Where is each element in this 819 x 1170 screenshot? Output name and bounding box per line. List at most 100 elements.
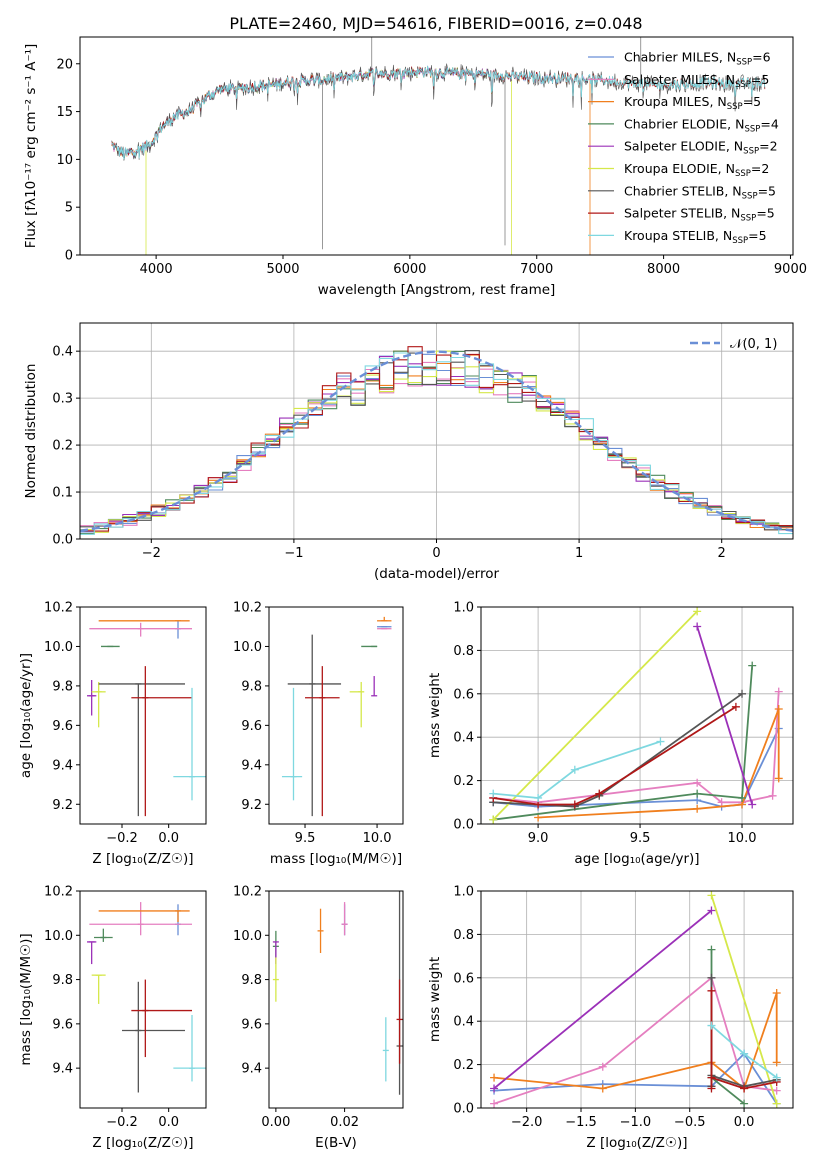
y-tick-label: 10.2 [233,601,262,616]
y-tick-label: 10.2 [44,885,73,900]
y-tick-label: 0.2 [52,439,73,454]
error-point [281,687,303,801]
plot-area [80,346,793,535]
age-vs-metallicity-panel: −0.2 0.0 9.2 9.4 9.6 9.8 10.0 10.2 Z [log₁₀(Z/Z☉… [18,601,207,867]
x-tick-label: −1.5 [565,1115,597,1130]
x-tick-label: 2 [718,546,726,561]
massweight-marker [748,800,757,809]
x-tick-label: −1 [284,546,303,561]
x-tick-label: 0.02 [330,1115,359,1130]
massweight-marker [693,789,702,798]
massweight-marker [774,687,783,696]
x-tick-label: −2 [142,546,161,561]
x-axis-label: E(B-V) [315,1135,357,1151]
error-point [94,928,113,942]
legend-entry: 𝒩(0, 1) [730,337,777,352]
histogram [80,349,793,531]
plot-area [87,902,206,1093]
y-tick-label: 0.4 [52,345,73,360]
y-tick-label: 0.2 [453,774,474,789]
error-point [122,981,185,1093]
y-tick-label: 0.2 [453,1058,474,1073]
y-axis-label: mass weight [427,673,443,758]
x-tick-label: 4000 [140,262,173,277]
plot-area [272,891,403,1095]
y-tick-label: 0.6 [453,687,474,702]
legend-entry: Chabrier MILES, NSSP=6 [624,50,771,68]
spectrum-series [111,67,512,160]
mass-vs-ebv-panel: 0.00 0.02 9.4 9.6 9.8 10.0 10.2 E(B-V) [233,885,404,1151]
y-tick-label: 10.0 [233,640,262,655]
y-tick-label: 10.0 [233,929,262,944]
legend-entry: Chabrier ELODIE, NSSP=4 [624,116,779,134]
massweight-marker [707,1073,716,1082]
spectrum-series [111,65,512,158]
massweight-marker [772,1058,781,1067]
error-point [89,902,192,936]
x-axis-label: wavelength [Angstrom, rest frame] [318,282,556,298]
x-tick-label: 9.0 [528,831,549,846]
error-point [173,687,206,801]
x-tick-label: 0.0 [158,1115,179,1130]
error-point [173,1015,206,1082]
legend: Chabrier MILES, NSSP=6 Salpeter MILES, NS… [588,50,779,246]
massweight-marker [598,1062,607,1071]
plot-area [490,891,781,1108]
histogram [80,352,793,535]
massweight-marker [768,791,777,800]
error-point [91,681,106,728]
axes-frame [79,36,794,256]
massweight-vs-age-panel: 9.0 9.5 10.0 0.0 0.2 0.4 0.6 0.8 1.0 age [log₁₀(a… [427,601,794,867]
massweight-marker [490,1073,499,1082]
massweight-marker [489,815,498,824]
x-tick-label: −2.0 [511,1115,543,1130]
x-tick-label: 0.0 [734,1115,755,1130]
gaussian-curve [80,350,793,532]
massweight-marker [693,607,702,616]
x-tick-label: 0 [432,546,440,561]
y-tick-label: 0.4 [453,731,474,746]
y-tick-label: 9.6 [52,719,73,734]
y-tick-label: 10.0 [44,640,73,655]
axes-frame [480,890,794,1109]
y-axis-label: mass [log₁₀(M/M☉)] [18,933,34,1065]
massweight-marker [717,798,726,807]
legend-entry: Chabrier STELIB, NSSP=5 [624,183,776,201]
massweight-marker [707,891,716,900]
massweight-vs-metallicity-panel: −2.0 −1.5 −1.0 −0.5 0.0 0.0 0.2 0.4 0.6 0.8 1.0 Z [… [427,885,794,1151]
massweight-line [493,992,778,1091]
massweight-line [493,728,780,808]
error-point [91,974,106,1004]
x-tick-label: 9.5 [295,831,316,846]
massweight-marker [738,793,747,802]
x-tick-label: 9.5 [630,831,651,846]
massweight-line [493,665,754,821]
x-tick-label: 8000 [647,262,680,277]
error-point [377,616,392,622]
y-tick-label: 0.3 [52,392,73,407]
x-tick-label: 5000 [266,262,299,277]
x-axis-label: mass [log₁₀(M/M☉)] [270,851,402,867]
y-tick-label: 9.6 [241,1017,262,1032]
y-tick-label: 9.4 [52,1062,73,1077]
y-tick-label: 0.8 [453,644,474,659]
massweight-marker [707,906,716,915]
legend-entry: Kroupa ELODIE, NSSP=2 [624,161,769,179]
y-tick-label: 20 [56,57,73,72]
massweight-marker [748,661,757,670]
massweight-line [492,610,698,821]
y-axis-label: mass weight [427,957,443,1042]
legend-entry: Salpeter MILES, NSSP=5 [624,72,769,90]
massweight-marker [656,737,665,746]
error-point [175,620,181,639]
axes-frame [268,890,404,1109]
x-axis-label: Z [log₁₀(Z/Z☉)] [92,1135,193,1151]
figure-title: PLATE=2460, MJD=54616, FIBERID=0016, z=0… [229,14,642,33]
massweight-marker [570,800,579,809]
legend-entry: Salpeter STELIB, NSSP=5 [624,206,775,224]
y-tick-label: 5 [65,201,73,216]
axes-frame [79,890,207,1109]
y-tick-label: 9.4 [52,758,73,773]
error-point [341,902,348,936]
